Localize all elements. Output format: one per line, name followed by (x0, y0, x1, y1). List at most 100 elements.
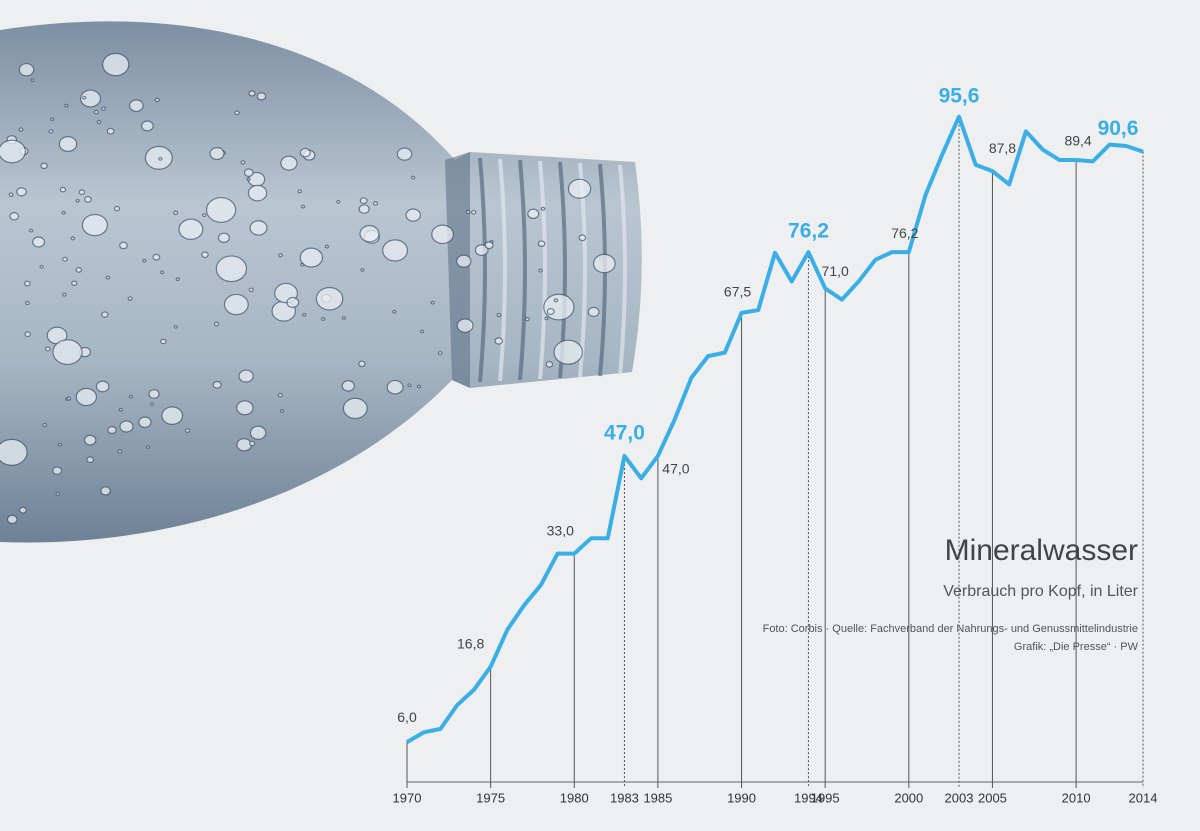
droplet (336, 199, 341, 204)
droplet (217, 232, 231, 244)
droplet (524, 316, 530, 322)
droplet (105, 275, 111, 280)
droplet (474, 244, 489, 257)
droplet (277, 392, 283, 398)
droplets (0, 52, 616, 525)
droplet (6, 514, 18, 525)
droplet (158, 156, 163, 161)
droplet (484, 241, 494, 250)
droplet (545, 361, 554, 368)
thread (498, 158, 507, 382)
droplet (592, 253, 616, 274)
droplet (538, 268, 543, 273)
droplet (50, 117, 55, 122)
droplet (160, 338, 167, 345)
droplet (299, 147, 311, 158)
droplet (117, 449, 123, 454)
droplet (280, 155, 298, 171)
droplet (341, 380, 356, 392)
x-tick-label: 2005 (978, 790, 1007, 805)
droplet (149, 402, 155, 406)
droplet (18, 62, 35, 77)
thread (538, 160, 547, 380)
droplet (537, 240, 546, 248)
droplet (300, 204, 306, 209)
droplet (382, 239, 409, 262)
droplet (44, 346, 51, 352)
droplet (160, 270, 165, 275)
droplet (84, 196, 92, 203)
droplet (209, 147, 225, 161)
droplet (359, 197, 368, 205)
droplet (247, 184, 268, 202)
x-tick-label: 2003 (945, 790, 974, 805)
droplet (40, 162, 48, 170)
droplet (223, 293, 249, 316)
droplet (127, 296, 133, 301)
droplet (102, 52, 130, 77)
droplet (32, 236, 46, 248)
droplet (24, 331, 31, 338)
droplet (30, 78, 35, 82)
droplet (212, 380, 222, 389)
droplet (154, 97, 160, 103)
droplet (75, 387, 98, 407)
droplet (59, 186, 67, 193)
droplet (416, 384, 422, 389)
value-label: 76,2 (891, 225, 918, 241)
droplet (407, 383, 412, 388)
droplet (113, 205, 121, 212)
droplet (359, 225, 380, 243)
chart-subtitle: Verbrauch pro Kopf, in Liter (943, 583, 1138, 600)
droplet (392, 309, 397, 314)
droplet (587, 306, 600, 318)
droplet (567, 178, 592, 199)
droplet (248, 440, 256, 447)
droplet (52, 339, 83, 366)
thread (478, 157, 487, 383)
droplet (297, 189, 303, 194)
bottle-threads (478, 157, 627, 383)
value-label: 67,5 (724, 284, 751, 300)
droplet (358, 360, 366, 368)
droplet (246, 177, 251, 181)
droplet (24, 300, 30, 306)
value-label: 47,0 (662, 461, 689, 477)
value-label: 87,8 (989, 140, 1016, 156)
droplet (81, 95, 87, 100)
droplet (543, 293, 575, 321)
droplet (201, 251, 209, 259)
droplet (119, 241, 128, 250)
droplet (201, 213, 207, 218)
droplet (372, 201, 379, 206)
droplet (396, 147, 413, 161)
droplet (215, 255, 248, 283)
droplet (456, 254, 472, 268)
bottle-photo (0, 21, 642, 543)
line (405, 114, 1144, 744)
x-tick-label: 1980 (560, 790, 589, 805)
droplet (546, 308, 555, 316)
droplet (39, 264, 44, 269)
droplet (55, 491, 61, 496)
droplet (256, 92, 267, 101)
droplet (540, 206, 546, 211)
droplet (494, 337, 503, 345)
value-label: 47,0 (604, 421, 645, 444)
x-tick-label: 1990 (727, 790, 756, 805)
droplet (18, 506, 27, 514)
droplet (324, 244, 330, 249)
droplet (106, 127, 115, 135)
droplet (96, 119, 102, 125)
chart-title: Mineralwasser (945, 534, 1138, 567)
droplet (236, 400, 254, 416)
droplet (48, 129, 54, 134)
droplet (456, 318, 474, 333)
x-tick-label: 1983 (610, 790, 639, 805)
droplet (148, 389, 160, 399)
value-label: 89,4 (1064, 133, 1091, 149)
droplet (173, 324, 178, 329)
droplet (213, 321, 220, 327)
droplet (300, 262, 305, 267)
droplet (419, 329, 425, 334)
